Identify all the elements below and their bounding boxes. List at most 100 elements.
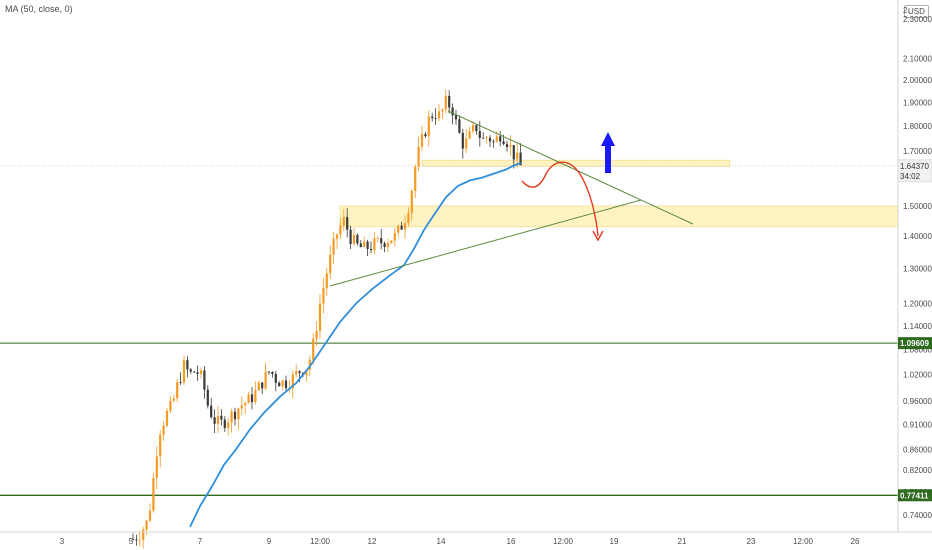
candle-body (182, 360, 186, 383)
price-level-flag (898, 337, 932, 350)
candle-body (210, 405, 213, 418)
time-tick-label: 14 (437, 537, 446, 546)
candle-body (451, 107, 454, 116)
candle-body (244, 403, 247, 406)
time-tick-label: 26 (851, 537, 860, 546)
candle-body (420, 134, 424, 147)
candle-body (380, 238, 383, 244)
candle-body (448, 95, 451, 108)
candle-body (485, 137, 488, 139)
price-tick-label: 0.86000 (903, 445, 932, 454)
currency-selector[interactable]: USD (904, 5, 929, 18)
candle-body (264, 371, 267, 389)
candle-body (376, 238, 379, 239)
price-tick-label: 1.70000 (903, 147, 932, 156)
price-tick-label: 1.30000 (903, 265, 932, 274)
projection-arrowhead (592, 230, 604, 242)
candle-body (261, 382, 264, 389)
candle-body (356, 234, 359, 244)
candle-body (339, 225, 342, 235)
price-tick-label: 0.91000 (903, 421, 932, 430)
price-tick-label: 2. (903, 6, 910, 15)
candle-body (468, 131, 471, 139)
time-tick-label: 12 (368, 537, 377, 546)
candle-body (488, 137, 492, 142)
candle-body (478, 131, 481, 138)
price-tick-label: 1.80000 (903, 122, 932, 131)
up-arrow-head (601, 132, 615, 146)
candle-body (230, 411, 233, 423)
candle-body (403, 223, 407, 230)
ascending-trendline (329, 199, 642, 287)
candle-body (223, 419, 226, 429)
price-tick-label: 1.02000 (903, 371, 932, 380)
candle-body (332, 238, 335, 255)
price-tick-label: 0.82000 (903, 466, 932, 475)
price-tick-label: 0.96000 (903, 397, 932, 406)
candle-body (349, 229, 352, 244)
candle-body (417, 146, 420, 167)
candle-body (199, 370, 203, 374)
candle-body (512, 145, 515, 160)
moving-average-line (189, 162, 522, 528)
candle-body (298, 371, 301, 373)
drawings (329, 110, 694, 287)
price-tick-label: 2.00000 (903, 76, 932, 85)
price-level-flag-label: 0.77411 (900, 491, 929, 500)
indicator-legend[interactable]: MA (50, close, 0) (5, 4, 73, 14)
candle-body (284, 380, 288, 389)
candle-body (325, 273, 328, 289)
candle-body (145, 520, 148, 530)
price-tick-label: 2.30000 (903, 15, 932, 24)
candle-body (155, 456, 158, 478)
candle-body (203, 370, 206, 390)
candle-body (318, 303, 322, 331)
candle-body (352, 234, 356, 244)
candle-body (152, 477, 155, 511)
time-tick-label: 12:00 (310, 537, 331, 546)
time-tick-label: 23 (747, 537, 756, 546)
candle-body (414, 166, 417, 191)
last-price-flag (897, 159, 932, 183)
candle-body (410, 190, 413, 213)
candle-body (220, 415, 223, 420)
candle-body (519, 152, 522, 166)
candle-body (142, 529, 145, 540)
candle-body (505, 144, 509, 147)
supply-zone-upper (421, 159, 731, 167)
candle-body (131, 539, 135, 541)
ma-line (189, 162, 522, 528)
candle-body (274, 373, 277, 383)
candle-body (267, 371, 271, 373)
candle-body (159, 434, 162, 457)
candle-body (471, 125, 475, 132)
candle-body (186, 360, 189, 370)
time-tick-label: 9 (267, 537, 272, 546)
candle-body (454, 115, 458, 120)
candle-body (335, 234, 339, 239)
candle-body (383, 243, 386, 247)
price-tick-label: 0.74000 (903, 511, 932, 520)
candle-body (386, 243, 390, 247)
candle-body (346, 217, 349, 230)
candle-body (206, 389, 209, 406)
price-tick-label: 1.50000 (903, 202, 932, 211)
time-axis: 3 5 7 9 12:00 12 14 16 12:00 19 21 23 12:00 26 (0, 531, 932, 546)
candle-body (407, 212, 410, 224)
candle-body (250, 394, 254, 402)
candle-body (278, 382, 281, 387)
horizontal-levels (0, 342, 898, 496)
price-tick-label: 1.14000 (903, 322, 932, 331)
candle-body (281, 380, 284, 387)
candle-body (295, 371, 298, 375)
time-tick-label: 16 (507, 537, 516, 546)
candle-body (165, 410, 169, 426)
candle-body (393, 232, 396, 241)
time-tick-label: 3 (60, 537, 65, 546)
candle-body (138, 539, 141, 541)
candle-body (441, 109, 444, 112)
candle-body (369, 249, 373, 251)
candle-body (465, 138, 468, 149)
price-level-flag-label: 1.09609 (900, 339, 929, 348)
